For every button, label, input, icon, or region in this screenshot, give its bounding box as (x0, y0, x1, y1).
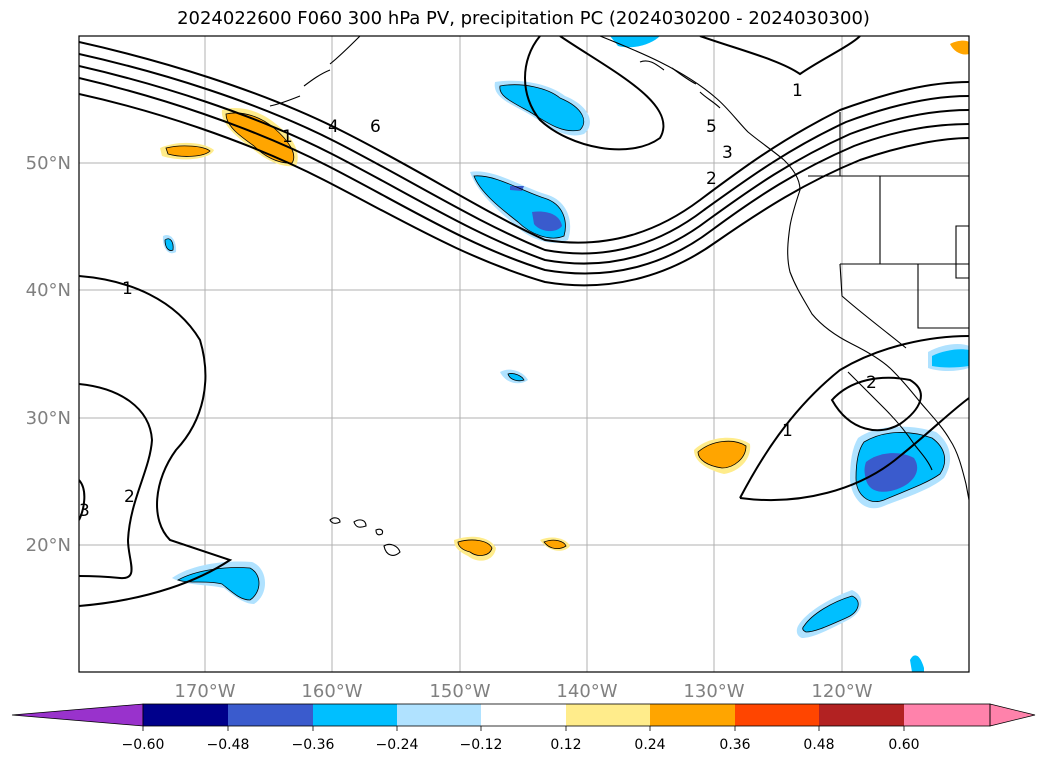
lat-label-50n: 50°N (26, 153, 71, 174)
cb-tick-neg060: −0.60 (122, 737, 165, 753)
cb-tick-pos036: 0.36 (719, 737, 750, 753)
pv-label-7: 1 (122, 279, 133, 299)
cb-tick-pos024: 0.24 (634, 737, 665, 753)
cb-tick-neg012: −0.12 (460, 737, 503, 753)
lon-label-140w: 140°W (556, 681, 617, 702)
pv-label-11: 1 (792, 81, 803, 101)
lat-label-30n: 30°N (26, 408, 71, 429)
lon-label-170w: 170°W (174, 681, 235, 702)
pv-label-8: 2 (124, 487, 135, 507)
cb-tick-pos012: 0.12 (550, 737, 581, 753)
cb-tick-pos048: 0.48 (803, 737, 834, 753)
lon-label-150w: 150°W (429, 681, 490, 702)
map-panel: 1 2 3 4 5 6 1 2 1 2 1 3 (79, 36, 969, 672)
pv-label-3: 3 (722, 143, 733, 163)
pv-label-10: 2 (866, 373, 877, 393)
cb-tick-pos060: 0.60 (888, 737, 919, 753)
lon-label-120w: 120°W (811, 681, 872, 702)
pv-contours (79, 36, 969, 607)
pv-label-6: 6 (370, 117, 381, 137)
pv-label-1: 1 (282, 127, 293, 147)
lat-label-40n: 40°N (26, 280, 71, 301)
map-title: 2024022600 F060 300 hPa PV, precipitatio… (177, 8, 870, 29)
pv-label-5: 5 (706, 117, 717, 137)
lat-label-20n: 20°N (26, 535, 71, 556)
cb-tick-neg036: −0.36 (292, 737, 335, 753)
cb-tick-neg048: −0.48 (207, 737, 250, 753)
latitude-labels: 50°N 40°N 30°N 20°N (26, 153, 71, 556)
pv-label-12: 3 (79, 501, 90, 521)
pv-contour-labels: 1 2 3 4 5 6 1 2 1 2 1 3 (79, 81, 877, 521)
lon-label-160w: 160°W (301, 681, 362, 702)
pv-label-4: 4 (328, 117, 339, 137)
cb-tick-neg024: −0.24 (376, 737, 419, 753)
colorbar: −0.60 −0.48 −0.36 −0.24 −0.12 0.12 0.24 … (11, 703, 1036, 753)
pv-label-2: 2 (706, 169, 717, 189)
pv-label-9: 1 (782, 421, 793, 441)
longitude-labels: 170°W 160°W 150°W 140°W 130°W 120°W (174, 681, 872, 702)
map-border (78, 35, 970, 673)
precip-outlines (164, 84, 946, 633)
lon-label-130w: 130°W (683, 681, 744, 702)
